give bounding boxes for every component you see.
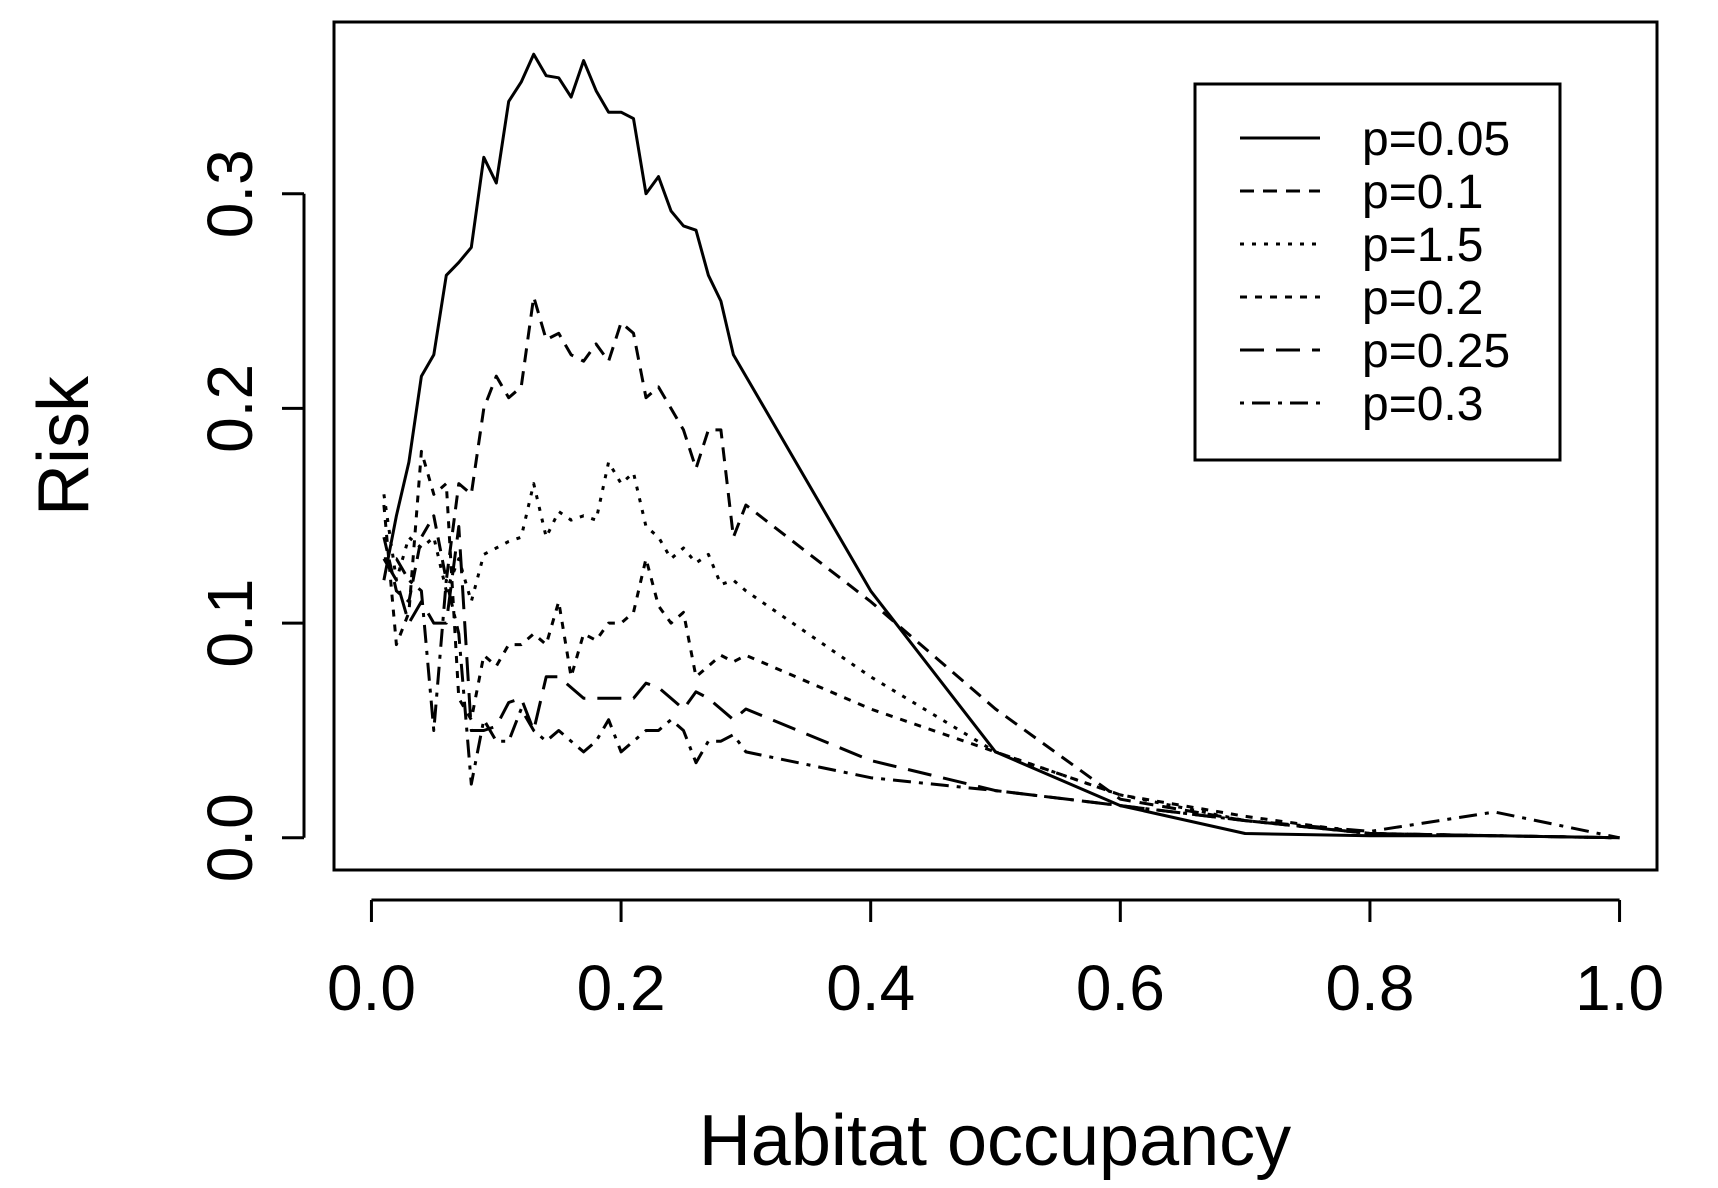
x-tick-label: 0.0 [327, 952, 416, 1024]
legend-label-4: p=0.2 [1362, 272, 1483, 325]
series-line-4 [382, 449, 1620, 840]
y-tick-label: 0.0 [194, 793, 266, 882]
x-tick-label: 0.8 [1325, 952, 1414, 1024]
x-tick-label: 0.6 [1076, 952, 1165, 1024]
series-line-5 [382, 525, 1620, 840]
y-axis: 0.0 0.1 0.2 0.3 [194, 149, 306, 882]
y-tick-label: 0.3 [194, 149, 266, 238]
legend-label-5: p=0.25 [1362, 325, 1510, 378]
x-tick-label: 0.4 [826, 952, 915, 1024]
y-axis-title: Risk [24, 375, 104, 516]
y-tick-label: 0.1 [194, 579, 266, 668]
legend-label-3: p=1.5 [1362, 219, 1483, 272]
series-layer [382, 52, 1620, 840]
series-line-3 [382, 460, 1620, 840]
y-tick-label: 0.2 [194, 364, 266, 453]
legend-box [1193, 82, 1562, 462]
x-tick-label: 1.0 [1575, 952, 1664, 1024]
x-tick-label: 0.2 [577, 952, 666, 1024]
series-line-6 [383, 557, 1620, 840]
plot-frame [332, 20, 1659, 872]
legend-label-1: p=0.05 [1362, 113, 1510, 166]
x-axis-title: Habitat occupancy [699, 1101, 1291, 1181]
series-line-2 [382, 295, 1620, 840]
legend-label-6: p=0.3 [1362, 378, 1483, 431]
x-axis: 0.0 0.2 0.4 0.6 0.8 1.0 [327, 898, 1664, 1024]
legend: p=0.05p=0.1p=1.5p=0.2p=0.25p=0.3 [1193, 82, 1562, 462]
legend-label-2: p=0.1 [1362, 166, 1483, 219]
series-line-1 [382, 52, 1620, 840]
